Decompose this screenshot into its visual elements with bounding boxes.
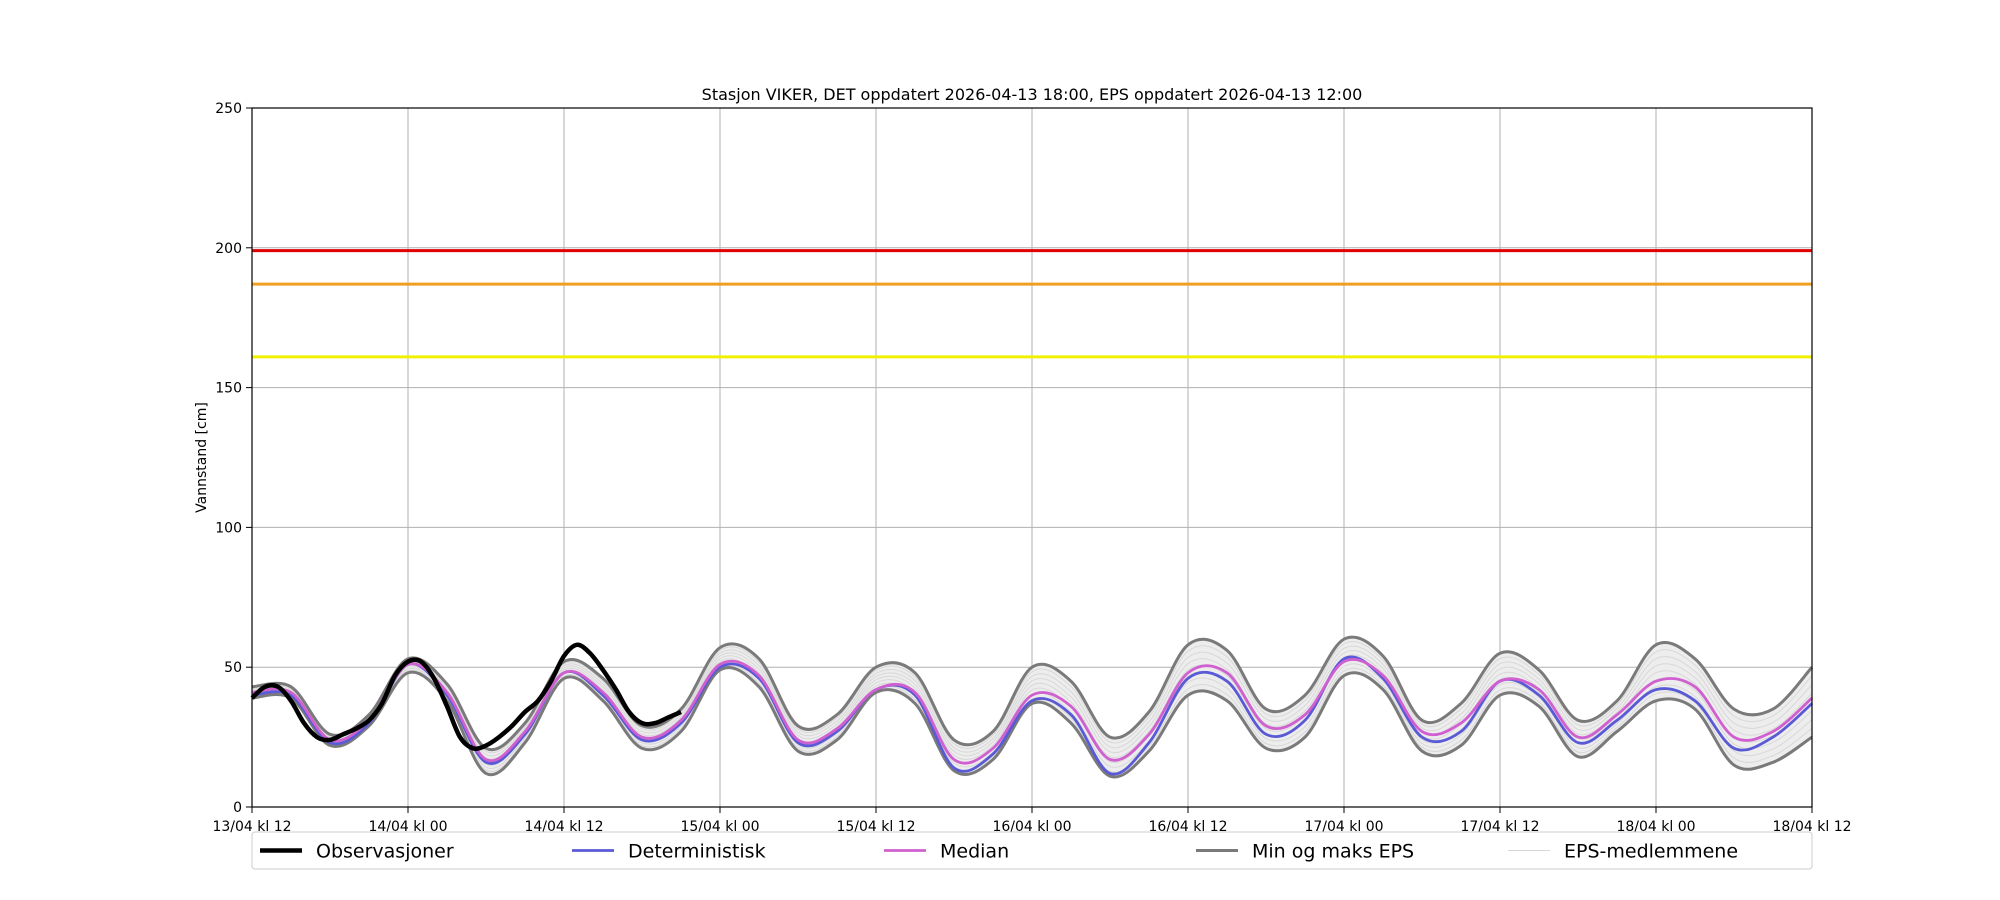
threshold-lines [252,249,1812,359]
series-lines [250,635,1814,779]
y-tick-label: 50 [224,660,242,676]
grid [252,108,1812,807]
x-axis: 13/04 kl 12 14/04 kl 00 14/04 kl 12 15/04 k… [212,807,1852,835]
ensemble-spread-area [252,637,1812,778]
x-tick-label: 17/04 kl 12 [1460,819,1539,835]
x-tick-label: 14/04 kl 00 [368,819,447,835]
y-axis: 0 50 100 150 200 250 [215,101,252,816]
x-tick-label: 18/04 kl 00 [1616,819,1695,835]
chart-title: Stasjon VIKER, DET oppdatert 2026-04-13 … [702,85,1363,104]
eps-max-line [251,635,1814,752]
legend-label-median: Median [940,841,1009,863]
y-axis-label: Vannstand [cm] [194,402,210,513]
ensemble-member-line [251,641,1813,754]
y-tick-label: 250 [215,101,242,117]
legend-label-eps-medlemmene: EPS-medlemmene [1564,841,1738,863]
legend-label-deterministisk: Deterministisk [628,841,766,863]
observasjoner-line [250,642,682,751]
x-tick-label: 15/04 kl 00 [680,819,759,835]
y-tick-label: 150 [215,381,242,397]
eps-min-line [251,666,1813,779]
x-tick-label: 14/04 kl 12 [524,819,603,835]
x-tick-label: 15/04 kl 12 [836,819,915,835]
x-tick-label: 13/04 kl 12 [212,819,291,835]
x-tick-label: 18/04 kl 12 [1772,819,1851,835]
legend: Observasjoner Deterministisk Median Min og … [251,831,1813,870]
legend-label-min-og-maks-eps: Min og maks EPS [1252,841,1414,863]
x-tick-label: 17/04 kl 00 [1304,819,1383,835]
deterministisk-line [251,655,1813,776]
x-tick-label: 16/04 kl 00 [992,819,1071,835]
legend-label-observasjoner: Observasjoner [316,841,454,863]
ensemble-member-line [251,645,1813,757]
y-tick-label: 100 [215,520,242,536]
legend-box [251,831,1813,870]
y-tick-label: 0 [233,800,242,816]
x-tick-label: 16/04 kl 12 [1148,819,1227,835]
y-tick-label: 200 [215,241,242,257]
median-line [251,658,1813,765]
